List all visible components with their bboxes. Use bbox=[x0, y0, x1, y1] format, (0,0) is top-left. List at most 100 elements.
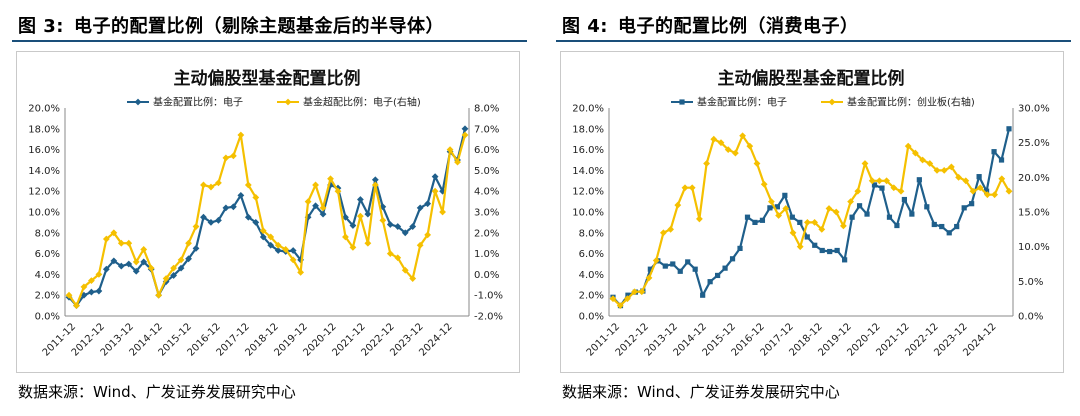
data-point bbox=[431, 187, 439, 195]
data-point bbox=[252, 194, 260, 201]
data-point bbox=[80, 291, 88, 299]
data-point bbox=[782, 192, 788, 198]
data-point bbox=[439, 187, 446, 195]
left-axis-tick-label: 16.0% bbox=[572, 145, 604, 156]
data-point bbox=[319, 204, 327, 212]
data-point bbox=[616, 302, 624, 309]
figure-label: 图 3: bbox=[18, 16, 64, 37]
data-point bbox=[401, 229, 409, 237]
data-point bbox=[207, 183, 215, 191]
data-point bbox=[371, 176, 379, 184]
data-point bbox=[818, 225, 826, 233]
left-axis-tick-label: 10.0% bbox=[572, 208, 604, 219]
data-point bbox=[342, 213, 349, 221]
right-axis-tick-label: 0.0% bbox=[474, 270, 499, 281]
data-point bbox=[80, 283, 88, 291]
chart-title: 主动偏股型基金配置比例 bbox=[718, 68, 905, 89]
right-axis-tick-label: 4.0% bbox=[474, 187, 499, 198]
data-point bbox=[652, 257, 660, 264]
data-point bbox=[919, 156, 926, 164]
data-point bbox=[386, 221, 394, 228]
left-axis-tick-label: 12.0% bbox=[572, 187, 604, 198]
data-point bbox=[125, 239, 133, 247]
data-point bbox=[984, 191, 991, 199]
data-point bbox=[215, 216, 222, 224]
data-point bbox=[767, 205, 773, 211]
data-point bbox=[88, 288, 95, 296]
data-point bbox=[933, 167, 941, 174]
data-point bbox=[955, 173, 962, 181]
left-axis-tick-label: 2.0% bbox=[579, 291, 604, 302]
data-point bbox=[861, 160, 869, 167]
figure-caption: 电子的配置比例（消费电子） bbox=[618, 16, 859, 37]
data-point bbox=[431, 173, 439, 181]
line-chart: 主动偏股型基金配置比例 0.0% 2.0% 4.0% 6.0% 8.0% 10.0% 12.0… bbox=[28, 68, 503, 359]
data-point bbox=[222, 154, 230, 162]
left-axis-tick-label: 4.0% bbox=[35, 270, 60, 281]
data-point bbox=[244, 213, 252, 221]
left-axis-tick-label: 14.0% bbox=[572, 166, 604, 177]
data-point bbox=[624, 295, 631, 303]
data-point bbox=[110, 229, 118, 237]
data-point bbox=[102, 265, 110, 273]
data-point bbox=[864, 211, 870, 217]
data-point bbox=[192, 223, 200, 230]
data-point bbox=[696, 215, 703, 223]
data-point bbox=[356, 212, 364, 220]
data-point bbox=[737, 245, 743, 251]
data-point bbox=[825, 205, 833, 212]
right-axis-tick-label: 10.0% bbox=[1018, 242, 1050, 253]
data-point bbox=[789, 214, 795, 220]
data-point bbox=[282, 246, 290, 253]
data-point bbox=[670, 261, 676, 267]
data-point bbox=[117, 262, 125, 270]
left-axis-tick-label: 18.0% bbox=[28, 124, 60, 135]
legend-marker bbox=[828, 98, 836, 106]
data-point bbox=[215, 179, 222, 187]
data-point bbox=[609, 295, 617, 303]
legend-label: 基金配置比例：创业板(右轴) bbox=[847, 96, 975, 109]
legend-marker bbox=[134, 98, 142, 106]
data-point bbox=[931, 221, 937, 228]
data-point bbox=[110, 257, 118, 265]
data-point bbox=[625, 292, 631, 298]
data-point bbox=[746, 142, 754, 150]
data-point bbox=[998, 175, 1006, 183]
data-point bbox=[760, 180, 768, 188]
data-point bbox=[461, 125, 469, 133]
data-point bbox=[237, 131, 245, 139]
data-point bbox=[894, 222, 900, 229]
data-point bbox=[732, 149, 739, 157]
data-point bbox=[267, 241, 275, 249]
data-point bbox=[304, 198, 312, 205]
data-point bbox=[364, 210, 372, 218]
series-line bbox=[612, 128, 1011, 307]
data-point bbox=[170, 264, 178, 272]
data-point bbox=[692, 266, 698, 272]
data-point bbox=[871, 182, 878, 188]
data-point bbox=[342, 233, 349, 241]
data-point bbox=[717, 139, 725, 147]
data-point bbox=[901, 196, 907, 203]
left-axis-tick-label: 20.0% bbox=[572, 104, 604, 115]
data-point bbox=[804, 219, 811, 226]
data-point bbox=[409, 275, 417, 282]
data-point bbox=[162, 275, 170, 282]
left-axis-tick-label: 14.0% bbox=[28, 166, 60, 177]
data-point bbox=[774, 204, 780, 210]
data-point bbox=[200, 181, 207, 189]
data-point bbox=[662, 263, 668, 269]
left-axis-tick-label: 6.0% bbox=[35, 249, 60, 260]
data-point bbox=[768, 198, 775, 205]
left-axis-tick-label: 8.0% bbox=[35, 228, 60, 239]
data-point bbox=[177, 256, 185, 264]
data-point bbox=[461, 131, 469, 139]
data-point bbox=[638, 288, 646, 296]
data-point bbox=[319, 210, 327, 218]
data-point bbox=[439, 208, 446, 216]
data-point bbox=[200, 213, 207, 221]
left-axis-tick-label: 10.0% bbox=[28, 208, 60, 219]
data-point bbox=[962, 177, 970, 185]
data-point bbox=[229, 203, 237, 211]
data-point bbox=[394, 254, 402, 262]
